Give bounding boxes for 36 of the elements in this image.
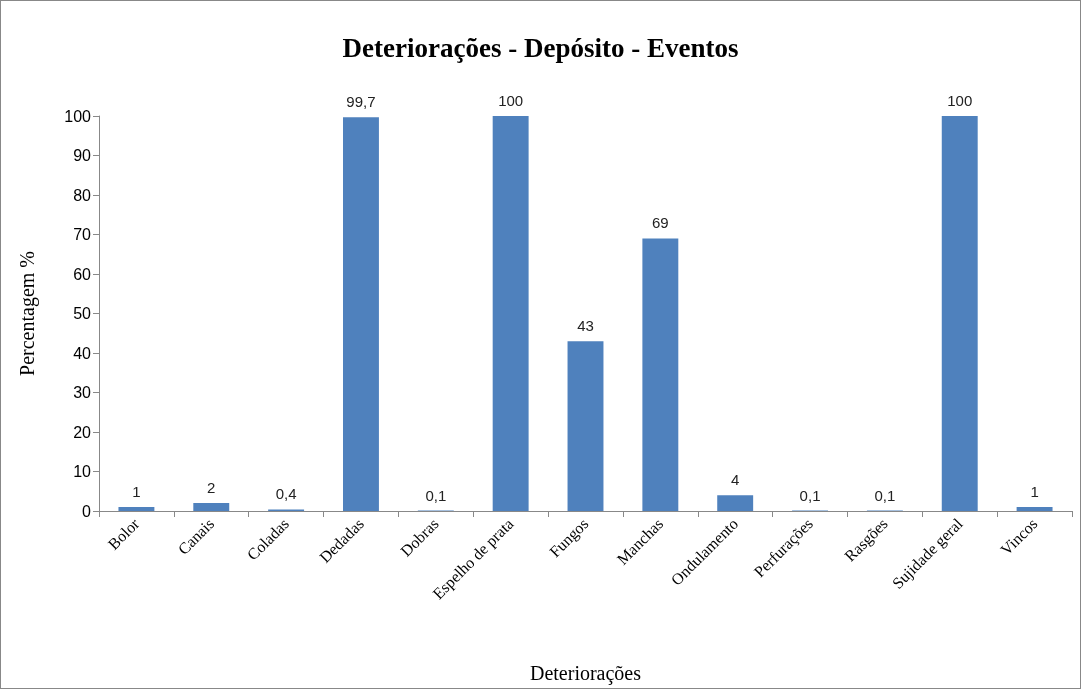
y-tick-label: 50 [73, 305, 92, 322]
bar [343, 117, 379, 511]
y-tick-label: 40 [73, 344, 92, 362]
y-tick-label: 100 [64, 107, 92, 125]
data-label: 0,4 [275, 485, 297, 503]
chart-title: Deteriorações - Depósito - Eventos [342, 32, 739, 63]
bar [941, 116, 978, 511]
data-label: 1 [1030, 483, 1039, 501]
data-label: 0,1 [425, 486, 447, 504]
bar [717, 495, 754, 511]
bar [193, 503, 230, 511]
data-label: 2 [207, 479, 216, 497]
data-label: 100 [947, 92, 973, 109]
bar [1016, 507, 1053, 511]
x-axis-title: Deteriorações [529, 662, 642, 685]
bar [642, 238, 679, 511]
bar [492, 116, 529, 511]
y-tick-label: 0 [82, 502, 92, 520]
data-label: 43 [577, 317, 594, 335]
y-tick-label: 80 [73, 186, 92, 204]
y-tick-label: 10 [73, 463, 92, 480]
data-label: 100 [498, 92, 524, 109]
y-tick-label: 30 [73, 384, 92, 401]
data-label: 99,7 [346, 93, 376, 111]
y-tick-label: 60 [73, 265, 92, 283]
data-label: 4 [731, 471, 740, 489]
bar [118, 507, 155, 511]
data-label: 69 [652, 214, 669, 232]
bar [567, 341, 604, 511]
y-tick-label: 20 [73, 423, 92, 441]
data-label: 0,1 [799, 486, 821, 504]
data-label: 1 [132, 483, 141, 501]
y-axis-title: Percentagem % [16, 251, 39, 376]
y-tick-label: 90 [73, 147, 92, 164]
data-label: 0,1 [874, 486, 896, 504]
y-tick-label: 70 [73, 226, 92, 243]
